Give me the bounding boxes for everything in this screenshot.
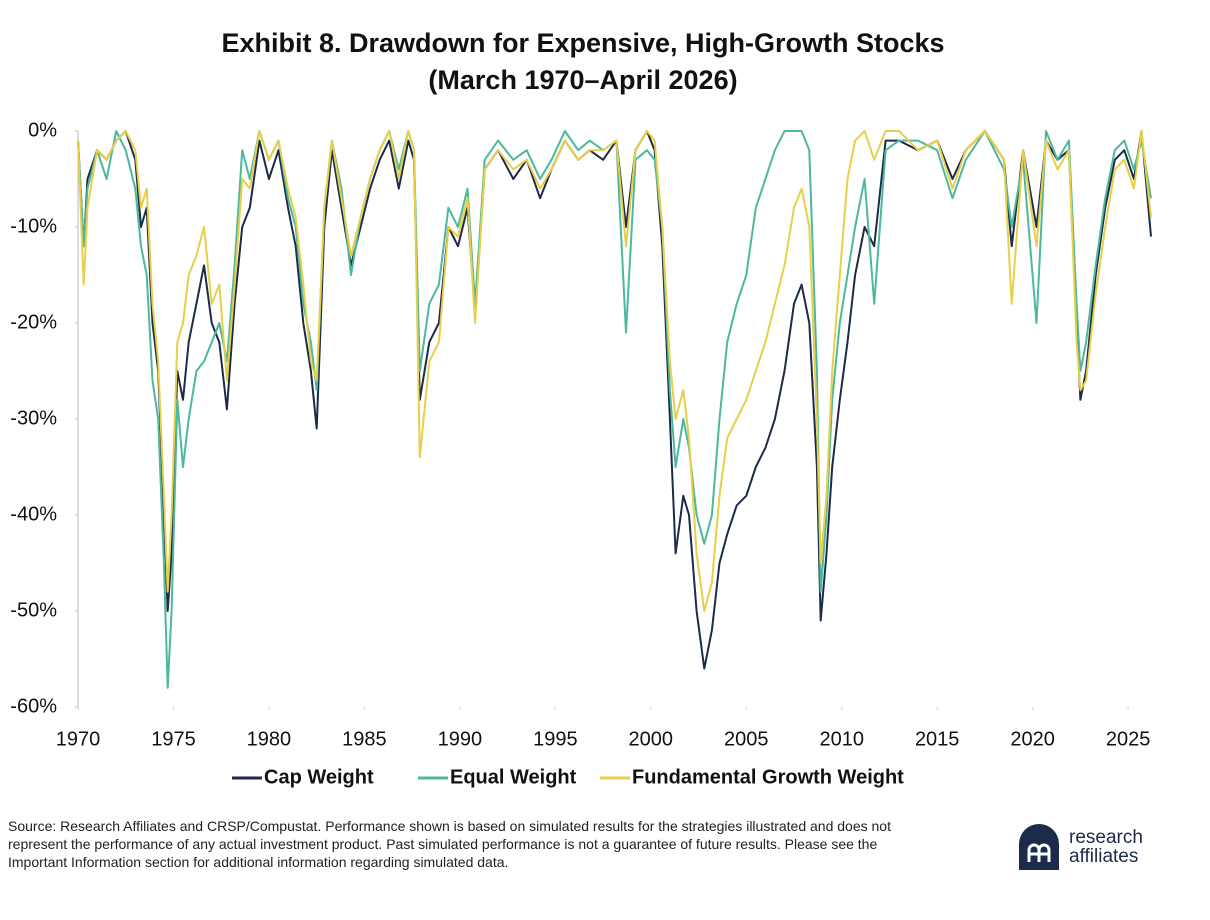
x-tick-label: 2010: [819, 728, 864, 750]
x-tick-label: 1975: [151, 728, 196, 750]
y-tick-label: -10%: [10, 215, 57, 237]
y-tick-label: -30%: [10, 407, 57, 429]
x-tick-label: 2025: [1106, 728, 1151, 750]
x-tick-label: 2020: [1010, 728, 1055, 750]
chart: Exhibit 8. Drawdown for Expensive, High-…: [10, 28, 1152, 788]
y-tick-label: -50%: [10, 599, 57, 621]
logo-text: research: [1069, 827, 1143, 848]
y-tick-label: -20%: [10, 311, 57, 333]
x-tick-label: 1995: [533, 728, 578, 750]
legend-label: Cap Weight: [264, 766, 374, 788]
x-tick-label: 1985: [342, 728, 387, 750]
x-tick-label: 2015: [915, 728, 960, 750]
x-tick-label: 1990: [438, 728, 483, 750]
logo-text: affiliates: [1069, 846, 1139, 867]
source-note: Source: Research Affiliates and CRSP/Com…: [8, 818, 891, 870]
logo-mark: [1019, 824, 1059, 870]
x-tick-label: 2000: [629, 728, 674, 750]
legend-label: Fundamental Growth Weight: [632, 766, 904, 788]
y-tick-label: -40%: [10, 503, 57, 525]
series-line: [77, 130, 1152, 689]
y-tick-label: -60%: [10, 695, 57, 717]
series-line: [77, 130, 1152, 612]
x-tick-label: 1970: [56, 728, 101, 750]
chart-subtitle: (March 1970–April 2026): [428, 65, 737, 95]
x-tick-label: 1980: [247, 728, 292, 750]
x-tick-label: 2005: [724, 728, 769, 750]
chart-title: Exhibit 8. Drawdown for Expensive, High-…: [221, 28, 944, 58]
logo: research affiliates: [1015, 824, 1143, 870]
y-tick-label: 0%: [28, 119, 57, 141]
legend-label: Equal Weight: [450, 766, 577, 788]
